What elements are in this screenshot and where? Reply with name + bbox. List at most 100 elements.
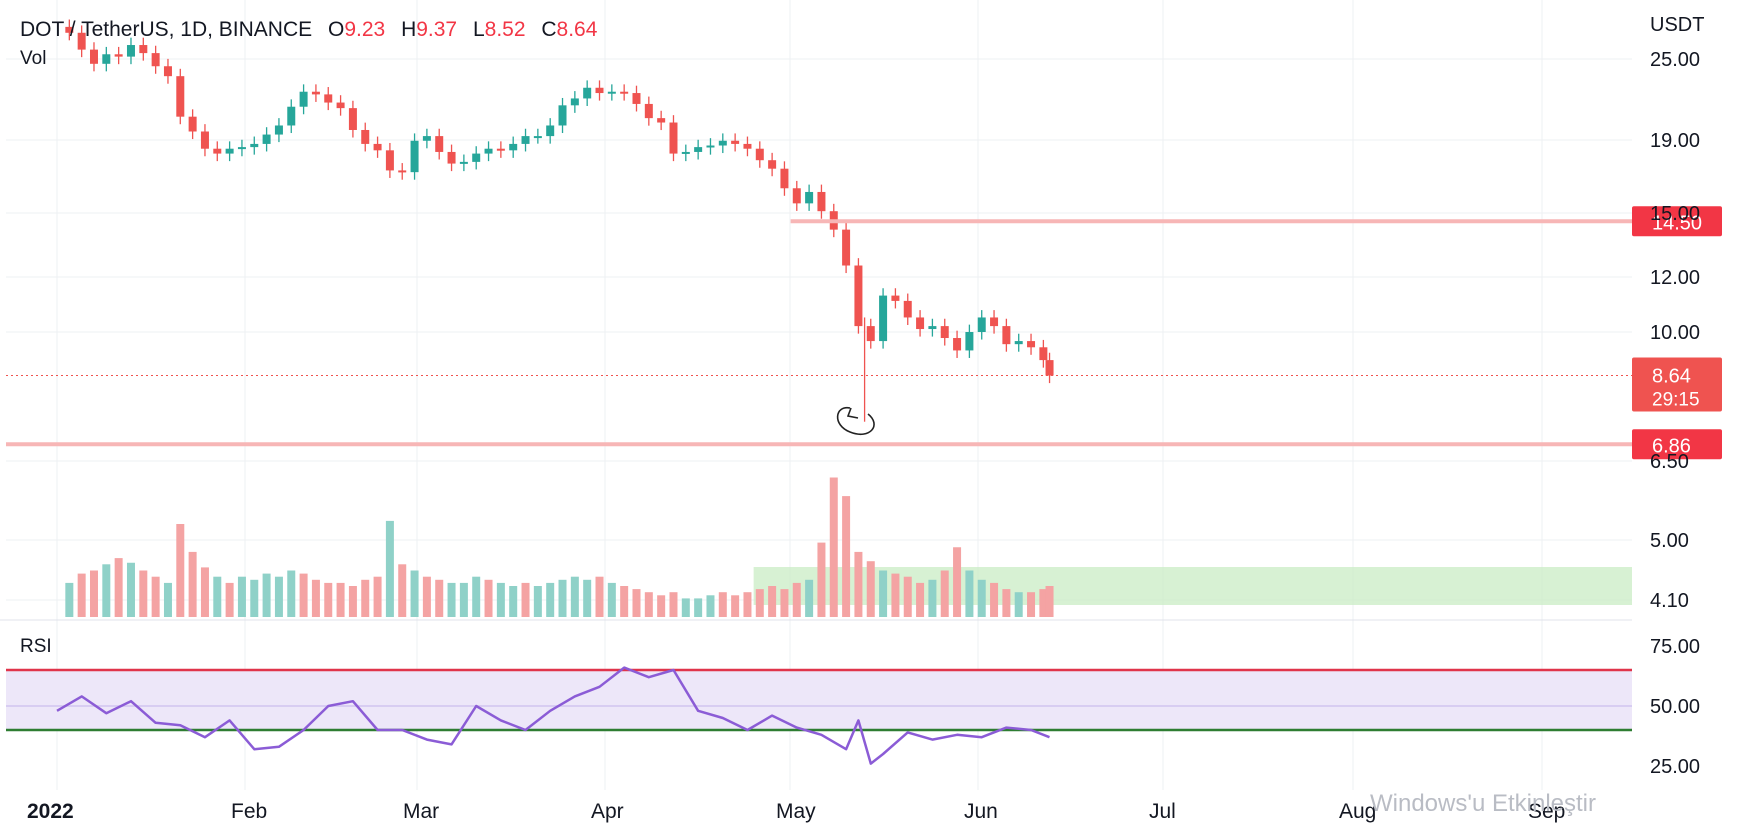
volume-bar: [373, 576, 382, 617]
volume-bar: [903, 576, 912, 617]
price-tick-label: 5.00: [1650, 530, 1689, 552]
volume-bar: [422, 576, 431, 617]
volume-bar: [780, 589, 789, 617]
volume-bar: [706, 595, 715, 617]
candle-body: [620, 91, 629, 94]
grid: [0, 0, 1632, 790]
volume-bar: [89, 570, 98, 617]
time-tick-label: 2022: [27, 800, 74, 823]
candle-body: [694, 147, 703, 152]
candle-body: [681, 151, 690, 154]
volume-bar: [669, 592, 678, 617]
candle-body: [509, 143, 518, 151]
volume-bar: [1039, 589, 1048, 617]
candle-body: [718, 140, 727, 146]
volume-bar: [731, 595, 740, 617]
volume-bar: [324, 582, 333, 617]
rsi-label: RSI: [20, 636, 52, 657]
volume-bar: [632, 589, 641, 617]
candle-body: [311, 91, 320, 95]
countdown-label: 29:15: [1652, 390, 1700, 411]
candle-body: [126, 45, 135, 57]
volume-bar: [681, 598, 690, 617]
rsi-pane: [6, 666, 1632, 765]
volume-bar: [237, 576, 246, 617]
volume-bar: [928, 579, 937, 617]
volume-bar: [607, 582, 616, 617]
volume-bar: [139, 570, 148, 617]
symbol-title: DOT / TetherUS, 1D, BINANCE: [20, 18, 313, 41]
price-tick-label: 15.00: [1650, 203, 1700, 225]
rsi-tick-label: 75.00: [1650, 636, 1700, 658]
time-tick-label: Apr: [591, 800, 624, 823]
volume-bar: [262, 573, 271, 617]
volume-bar: [1027, 592, 1036, 617]
candle-body: [89, 49, 98, 64]
candle-body: [225, 148, 234, 154]
candle-body: [139, 45, 148, 54]
volume-bar: [866, 561, 875, 617]
volume-bar: [829, 477, 838, 617]
candle-body: [65, 26, 74, 33]
volume-bar: [151, 576, 160, 617]
volume-bar: [977, 579, 986, 617]
last-price-badge: [1632, 357, 1722, 412]
open-value: 9.23: [344, 18, 386, 41]
candle-body: [866, 326, 875, 342]
volume-bar: [385, 520, 394, 617]
circle-arrow-drawing: [836, 407, 875, 435]
volume-bar: [398, 564, 407, 617]
candle-body: [977, 317, 986, 332]
candle-body: [484, 148, 493, 154]
volume-bar: [1014, 592, 1023, 617]
volume-bar: [484, 579, 493, 617]
candle-body: [274, 125, 283, 135]
volume-bar: [287, 570, 296, 617]
volume-bar: [916, 582, 925, 617]
candle-body: [916, 317, 925, 330]
candle-body: [644, 103, 653, 119]
price-axis[interactable]: 25.00 19.00 15.00 12.00 10.00 6.50 5.00 4.10 75.…: [1650, 49, 1700, 778]
candle-body: [348, 108, 357, 130]
candle-body: [151, 53, 160, 67]
volume-bar: [718, 592, 727, 617]
candle-body: [336, 102, 345, 109]
volume-bar: [768, 586, 777, 617]
candle-body: [953, 338, 962, 351]
candle-body: [287, 106, 296, 126]
candle-body: [854, 265, 863, 327]
volume-bar: [163, 582, 172, 617]
candle-body: [780, 168, 789, 189]
candle-body: [521, 136, 530, 144]
high-value: 9.37: [416, 18, 458, 41]
rsi-band: [6, 670, 1632, 730]
activation-watermark: Windows'u Etkinleştir: [1370, 790, 1596, 817]
price-badge-label: 6.86: [1652, 435, 1691, 457]
currency-label: USDT: [1650, 14, 1705, 36]
volume-bar: [879, 570, 888, 617]
drawings[interactable]: [836, 407, 875, 435]
candle-body: [743, 143, 752, 149]
candle-body: [891, 295, 900, 301]
candle-body: [262, 134, 271, 144]
volume-bar: [200, 567, 209, 617]
candle-body: [447, 151, 456, 164]
candle-body: [114, 54, 123, 57]
candle-body: [546, 125, 555, 137]
volume-bar: [583, 579, 592, 617]
candle-body: [188, 116, 197, 132]
volume-bar: [188, 551, 197, 617]
candle-body: [595, 87, 604, 94]
candle-body: [472, 153, 481, 162]
close-value: 8.64: [556, 18, 598, 41]
candle-body: [459, 161, 468, 164]
candle-body: [1045, 360, 1054, 376]
time-axis[interactable]: 2022 Feb Mar Apr May Jun Jul Aug Sep: [27, 800, 1565, 823]
volume-bar: [348, 586, 357, 617]
volume-bar: [694, 598, 703, 617]
time-tick-label: May: [776, 800, 816, 823]
price-tick-label: 19.00: [1650, 130, 1700, 152]
volume-bar: [854, 551, 863, 617]
